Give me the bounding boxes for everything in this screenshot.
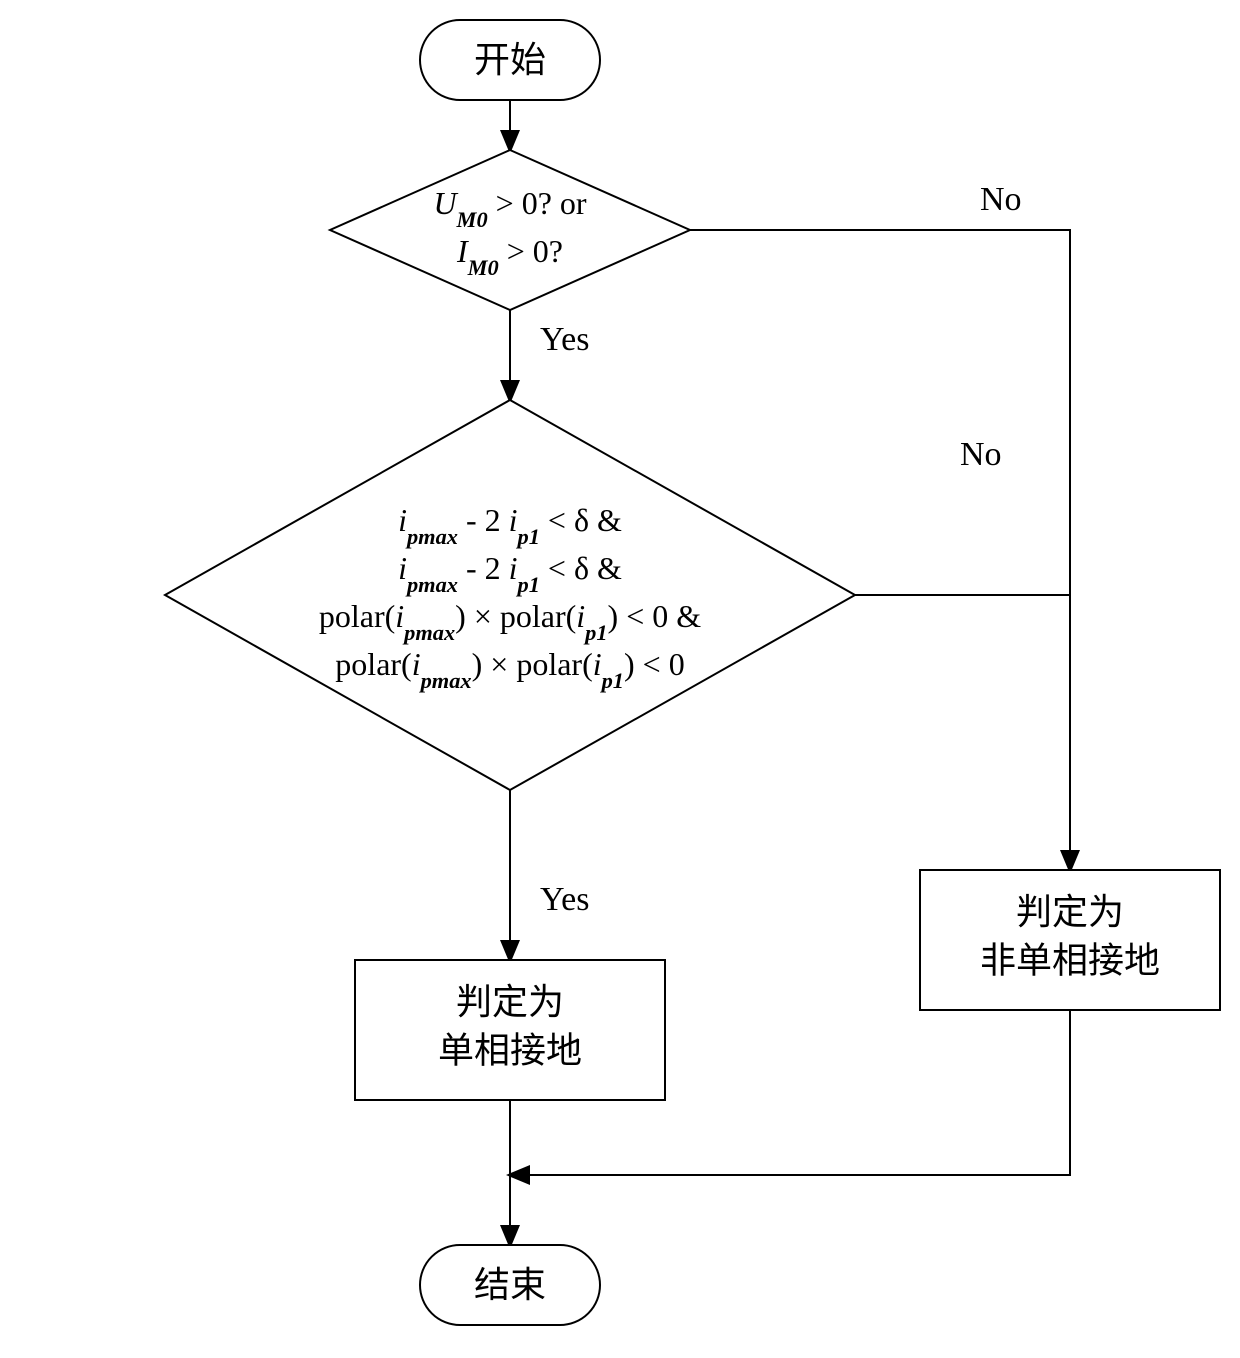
process_yes-label: 单相接地 [438,1030,582,1070]
process_no-label: 非单相接地 [980,940,1160,980]
edge-label: Yes [540,881,589,918]
start-label: 开始 [474,40,546,80]
edge-label: No [960,436,1002,473]
process_no-label: 判定为 [1016,892,1124,932]
end-label: 结束 [474,1265,546,1305]
edge-label: No [980,181,1022,218]
process_yes-label: 判定为 [456,982,564,1022]
edge-label: Yes [540,321,589,358]
decision1-node [330,150,690,310]
decision2-node [165,400,855,790]
